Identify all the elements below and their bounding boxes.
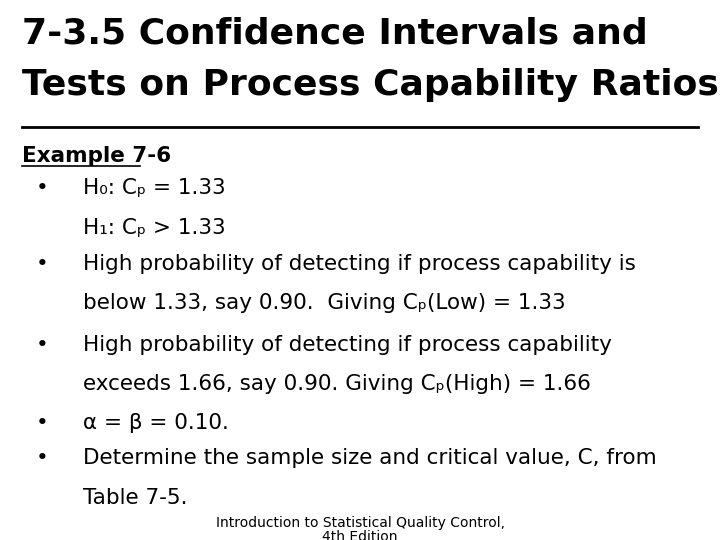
Text: 4th Edition: 4th Edition bbox=[323, 530, 397, 540]
Text: exceeds 1.66, say 0.90. Giving Cₚ(High) = 1.66: exceeds 1.66, say 0.90. Giving Cₚ(High) … bbox=[83, 374, 590, 394]
Text: Determine the sample size and critical value, C, from: Determine the sample size and critical v… bbox=[83, 448, 657, 468]
Text: •: • bbox=[36, 178, 49, 198]
Text: High probability of detecting if process capability is: High probability of detecting if process… bbox=[83, 254, 636, 274]
Text: α = β = 0.10.: α = β = 0.10. bbox=[83, 413, 229, 433]
Text: Tests on Process Capability Ratios: Tests on Process Capability Ratios bbox=[22, 68, 719, 102]
Text: •: • bbox=[36, 335, 49, 355]
Text: below 1.33, say 0.90.  Giving Cₚ(Low) = 1.33: below 1.33, say 0.90. Giving Cₚ(Low) = 1… bbox=[83, 293, 565, 313]
Text: •: • bbox=[36, 413, 49, 433]
Text: 7-3.5 Confidence Intervals and: 7-3.5 Confidence Intervals and bbox=[22, 16, 647, 50]
Text: Introduction to Statistical Quality Control,: Introduction to Statistical Quality Cont… bbox=[215, 516, 505, 530]
Text: H₁: Cₚ > 1.33: H₁: Cₚ > 1.33 bbox=[83, 218, 225, 238]
Text: Example 7-6: Example 7-6 bbox=[22, 146, 171, 166]
Text: •: • bbox=[36, 254, 49, 274]
Text: High probability of detecting if process capability: High probability of detecting if process… bbox=[83, 335, 612, 355]
Text: H₀: Cₚ = 1.33: H₀: Cₚ = 1.33 bbox=[83, 178, 225, 198]
Text: •: • bbox=[36, 448, 49, 468]
Text: Table 7-5.: Table 7-5. bbox=[83, 488, 187, 508]
